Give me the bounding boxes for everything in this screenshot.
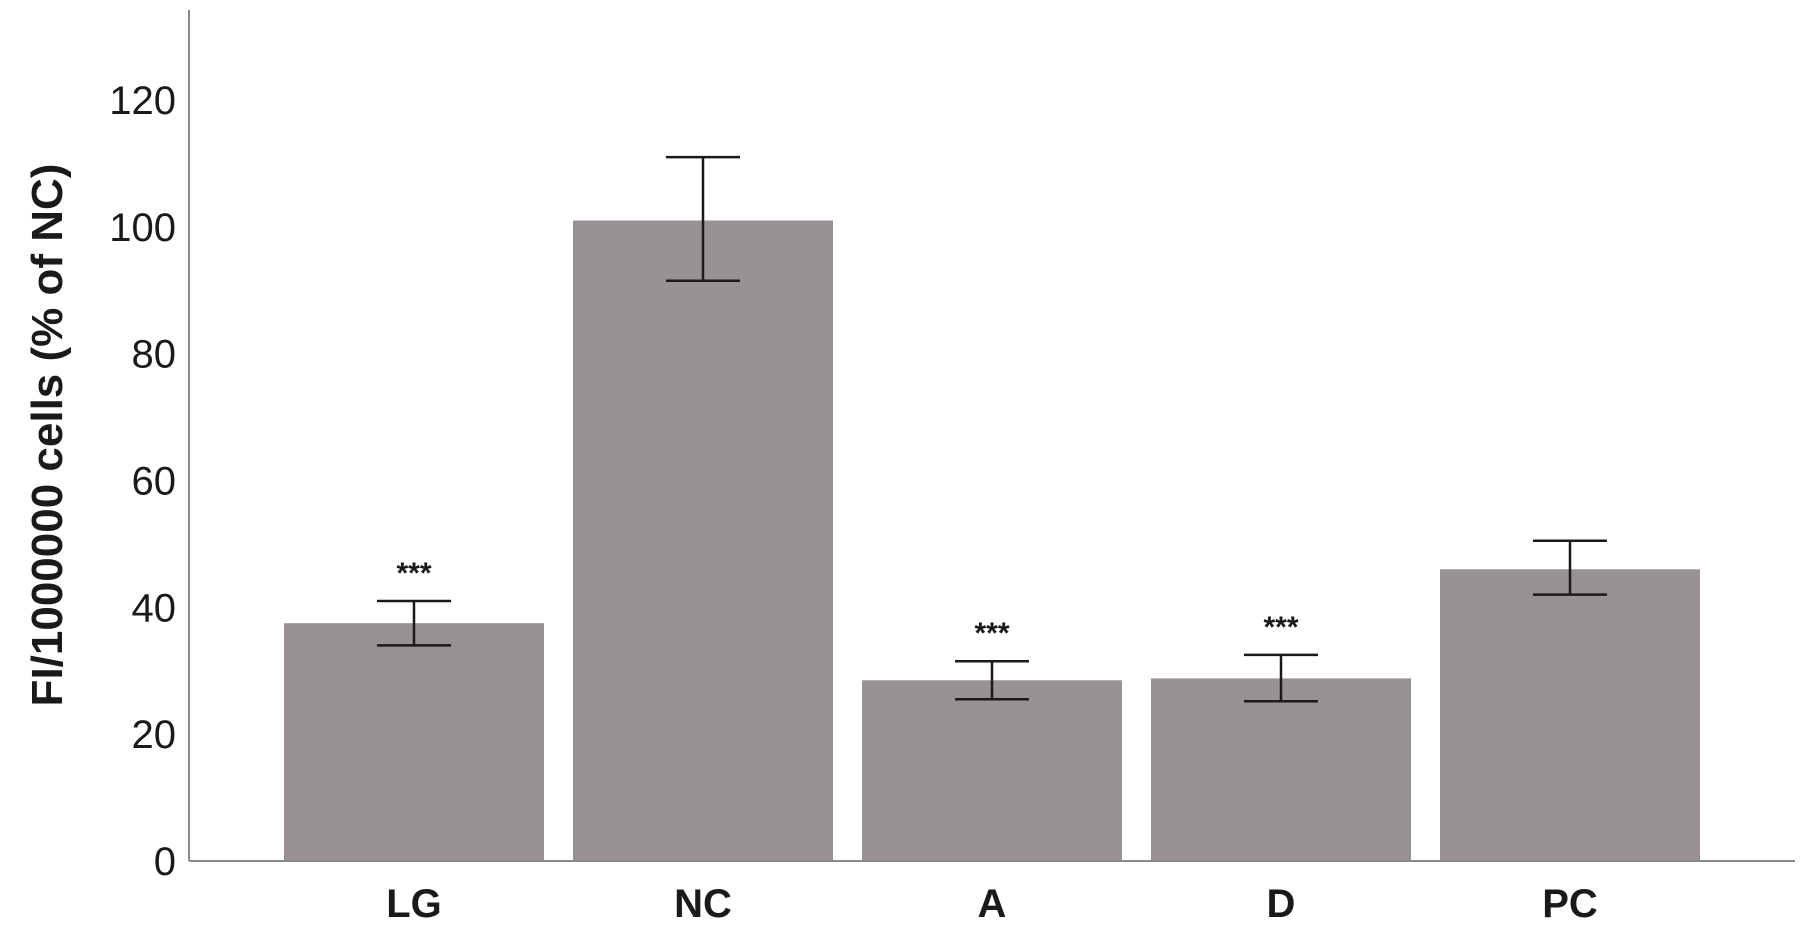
x-category-label: LG <box>386 882 442 926</box>
error-bar-lg <box>377 599 451 647</box>
bar-a <box>862 680 1122 861</box>
y-tick-label: 100 <box>109 206 176 250</box>
y-tick-label: 80 <box>132 333 177 377</box>
y-axis-title: FI/1000000 cells (% of NC) <box>23 164 72 707</box>
error-bars <box>377 155 1607 703</box>
error-bar-pc <box>1533 539 1607 596</box>
error-bar-a <box>955 659 1029 701</box>
bar-d <box>1151 678 1411 861</box>
significance-label: *** <box>1263 611 1298 644</box>
error-bar-d <box>1244 653 1318 703</box>
bars <box>284 220 1700 861</box>
y-tick-labels: 0 20 40 60 80 100 120 <box>109 79 176 884</box>
bar-nc <box>573 220 833 861</box>
y-tick-label: 120 <box>109 79 176 123</box>
x-category-label: A <box>978 882 1007 926</box>
y-tick-label: 60 <box>132 460 177 504</box>
x-category-label: D <box>1267 882 1296 926</box>
significance-annotations: *** *** *** <box>396 557 1298 650</box>
significance-label: *** <box>396 557 431 590</box>
x-category-label: PC <box>1542 882 1598 926</box>
y-tick-label: 40 <box>132 586 177 630</box>
y-tick-label: 20 <box>132 713 177 757</box>
significance-label: *** <box>974 617 1009 650</box>
bar-lg <box>284 623 544 861</box>
x-category-labels: LG NC A D PC <box>386 882 1598 926</box>
bar-pc <box>1440 569 1700 861</box>
x-category-label: NC <box>674 882 732 926</box>
y-tick-label: 0 <box>154 840 176 884</box>
error-bar-nc <box>666 155 740 282</box>
